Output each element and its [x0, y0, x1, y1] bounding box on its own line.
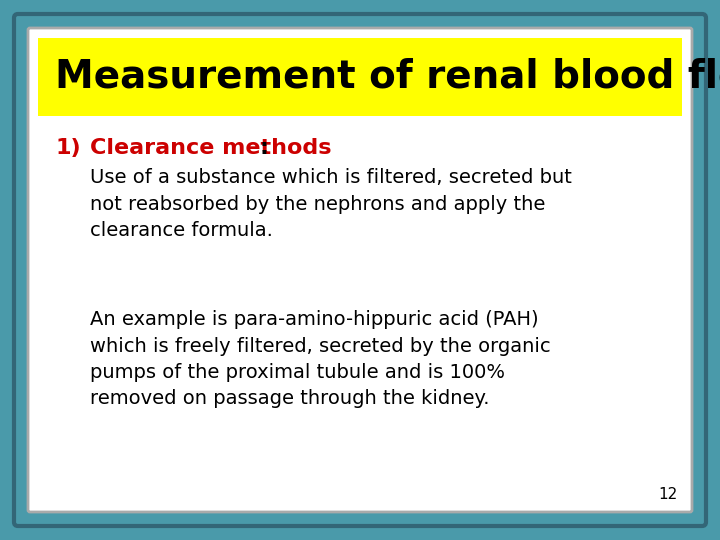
Text: An example is para-amino-hippuric acid (PAH)
which is freely filtered, secreted : An example is para-amino-hippuric acid (… [90, 310, 551, 408]
Text: Measurement of renal blood flow: Measurement of renal blood flow [55, 58, 720, 96]
FancyBboxPatch shape [38, 38, 682, 116]
FancyBboxPatch shape [14, 14, 706, 526]
Text: 1): 1) [55, 138, 81, 158]
Text: :: : [260, 138, 269, 158]
FancyBboxPatch shape [28, 28, 692, 512]
Text: Clearance methods: Clearance methods [90, 138, 331, 158]
Text: 12: 12 [659, 487, 678, 502]
Text: Use of a substance which is filtered, secreted but
not reabsorbed by the nephron: Use of a substance which is filtered, se… [90, 168, 572, 240]
